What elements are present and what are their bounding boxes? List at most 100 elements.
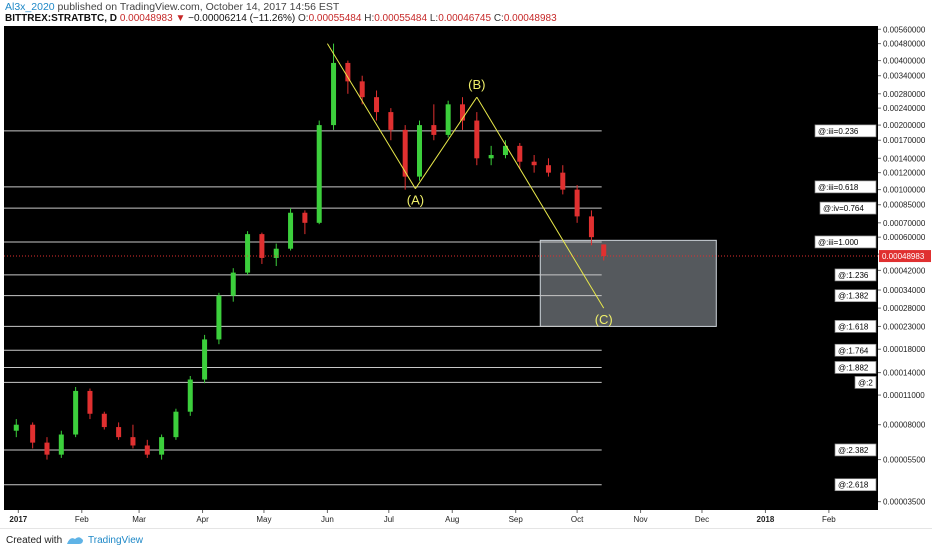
candle-body [560, 172, 566, 190]
target-zone-box [539, 239, 717, 327]
price-chart[interactable]: (A) (B) (C) 0.00560000 0.00480000 0.00400000 0… [0, 26, 932, 528]
candle-body [445, 104, 451, 135]
x-tick-label: Jul [384, 515, 394, 524]
y-tick-label: 0.00200000 [883, 121, 926, 130]
y-tick-label: 0.00008000 [883, 421, 926, 430]
candle-body [44, 442, 50, 455]
fib-label-box [834, 343, 877, 357]
close-value: 0.00048983 [503, 13, 557, 24]
author-link[interactable]: Al3x_2020 [5, 1, 55, 13]
fib-label: @:1.382 [838, 292, 869, 301]
y-tick-label: 0.00240000 [883, 104, 926, 113]
y-tick-label: 0.00100000 [883, 186, 926, 195]
x-tick-label: Apr [196, 515, 209, 524]
candle-body [359, 81, 365, 98]
fib-label-box [814, 235, 877, 249]
plot-area [4, 26, 878, 510]
fib-label-box [854, 376, 877, 389]
candle-body [130, 437, 136, 446]
fib-label: @:1.618 [838, 322, 869, 331]
current-price-label: 0.00048983 [882, 252, 925, 261]
fib-label-box [834, 443, 877, 457]
candle-body [502, 145, 508, 156]
fib-label-box [814, 124, 877, 138]
y-tick-label: 0.00014000 [883, 369, 926, 378]
chart-footer: Created with TradingView [0, 528, 932, 551]
candle-body [302, 212, 308, 223]
down-arrow-icon: ▼ [175, 13, 186, 24]
fib-label-box [834, 268, 877, 282]
candle-body [531, 161, 537, 166]
candle-body [13, 424, 19, 431]
candle-body [374, 97, 380, 113]
candle-body [388, 112, 394, 130]
x-tick-label: Feb [75, 515, 89, 524]
candle-body [159, 437, 165, 455]
y-tick-label: 0.00140000 [883, 154, 926, 163]
close-label: C: [493, 13, 504, 24]
y-tick-label: 0.00070000 [883, 219, 926, 228]
created-with-text: Created with [6, 535, 63, 546]
fib-label: @:2.382 [838, 446, 869, 455]
y-tick-label: 0.00034000 [883, 286, 926, 295]
candle-body [245, 234, 251, 273]
candle-body [187, 379, 193, 412]
high-label: H: [364, 13, 375, 24]
candle-body [101, 413, 107, 428]
candle-body [202, 339, 208, 380]
candle-body [288, 212, 294, 249]
y-tick-label: 0.00400000 [883, 57, 926, 66]
y-tick-label: 0.00003500 [883, 498, 926, 507]
candle-body [173, 411, 179, 438]
wave-label: (C) [595, 312, 613, 327]
fib-label: @:iv=0.764 [823, 204, 864, 213]
y-tick-label: 0.00280000 [883, 90, 926, 99]
x-tick-label: Jun [321, 515, 334, 524]
candle-body [431, 125, 437, 135]
candle-body [588, 216, 594, 238]
fib-label: @:2 [858, 378, 873, 387]
fib-label: @:1.764 [838, 346, 869, 355]
wave-line [414, 96, 478, 189]
candle-body [331, 62, 337, 126]
low-value: 0.00046745 [438, 13, 492, 24]
candle-body [30, 424, 36, 443]
fib-label-box [834, 289, 877, 303]
candle-body [58, 434, 64, 455]
open-label: O: [298, 13, 309, 24]
symbol-info: BITTREX:STRATBTC, D 0.00048983 ▼ −0.0000… [5, 13, 557, 24]
wave-line [476, 96, 605, 309]
candle-body [459, 104, 465, 121]
x-tick-label: May [256, 515, 271, 524]
y-tick-label: 0.00120000 [883, 169, 926, 178]
price-change: −0.00006214 (−11.26%) [188, 13, 296, 24]
candle-body [345, 62, 351, 82]
x-tick-label: 2017 [9, 515, 27, 524]
y-tick-label: 0.00018000 [883, 345, 926, 354]
x-tick-label: Sep [509, 515, 524, 524]
x-tick-label: Feb [822, 515, 836, 524]
symbol-label[interactable]: BITTREX:STRATBTC, D [5, 13, 118, 24]
candle-body [601, 244, 607, 257]
chart-header: Al3x_2020 published on TradingView.com, … [0, 0, 932, 26]
fib-label-box [834, 478, 877, 492]
y-tick-label: 0.00170000 [883, 136, 926, 145]
fib-label: @:1.236 [838, 271, 869, 280]
y-tick-label: 0.00085000 [883, 201, 926, 210]
y-tick-label: 0.00011000 [883, 391, 925, 400]
wave-line [326, 43, 416, 189]
tradingview-logo-icon [67, 537, 83, 544]
candle-body [545, 165, 551, 173]
y-tick-label: 0.00028000 [883, 304, 926, 313]
publish-info: Al3x_2020 published on TradingView.com, … [5, 1, 339, 13]
candle-body [517, 145, 523, 162]
fib-label: @:1.882 [838, 363, 869, 372]
tradingview-brand-link[interactable]: TradingView [88, 535, 144, 546]
candle-body [402, 129, 408, 177]
high-value: 0.00055484 [374, 13, 428, 24]
candle-body [474, 120, 480, 159]
fib-label-box [834, 361, 877, 374]
open-value: 0.00055484 [308, 13, 362, 24]
x-tick-label: 2018 [757, 515, 775, 524]
fib-label: @:iii=0.236 [818, 127, 859, 136]
